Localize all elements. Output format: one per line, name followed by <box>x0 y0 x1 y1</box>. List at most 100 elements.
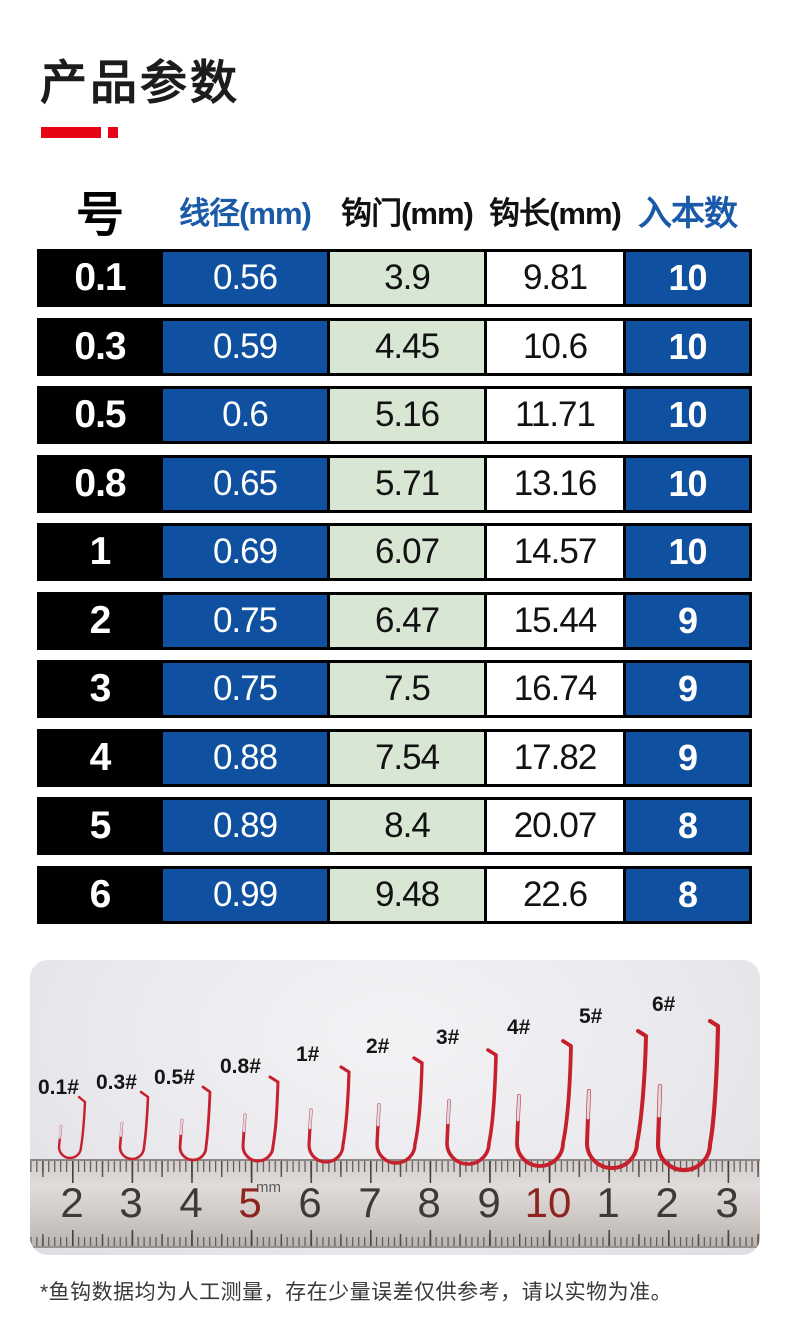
hook-point-tip <box>657 1084 662 1118</box>
cell-size: 5 <box>40 800 160 852</box>
cell-hook-gap: 8.4 <box>330 800 484 852</box>
cell-qty: 10 <box>626 320 749 373</box>
col-header-hook-gap: 钩门(mm) <box>341 195 474 231</box>
cell-size: 1 <box>40 526 160 578</box>
cell-size: 4 <box>40 731 160 784</box>
cell-size: 0.8 <box>40 457 160 510</box>
cell-size: 3 <box>40 663 160 715</box>
hook-body <box>178 1085 212 1162</box>
hook-body <box>515 1039 573 1168</box>
hook-label: 3# <box>436 1026 460 1049</box>
hook-body <box>655 1018 721 1173</box>
ruler-number: 8 <box>417 1179 440 1226</box>
ruler-number-red: 5 <box>238 1179 261 1226</box>
hook-2 <box>375 1056 424 1165</box>
cell-wire-dia: 0.99 <box>163 868 327 921</box>
ruler-number: 3 <box>715 1179 738 1226</box>
hook-point-tip <box>586 1089 591 1120</box>
cell-qty: 8 <box>626 800 749 852</box>
cell-wire-dia: 0.89 <box>163 800 327 852</box>
table-header-row: 号 线径(mm) 钩门(mm) 钩长(mm) 入本数 <box>37 178 752 242</box>
cell-hook-gap: 4.45 <box>330 320 484 373</box>
table-row: 0.1 0.56 3.9 9.81 10 <box>37 249 752 307</box>
page-title: 产品参数 <box>40 56 240 109</box>
cell-wire-dia: 0.88 <box>163 731 327 784</box>
table-row: 4 0.88 7.54 17.82 9 <box>37 728 752 787</box>
cell-wire-dia: 0.75 <box>163 594 327 647</box>
hook-point-tip <box>119 1122 123 1137</box>
hook-point-tip <box>242 1113 247 1133</box>
hook-point-tip <box>516 1094 521 1122</box>
hook-label: 6# <box>652 993 676 1016</box>
cell-qty: 9 <box>626 663 749 715</box>
cell-hook-len: 16.74 <box>487 663 623 715</box>
table-row: 3 0.75 7.5 16.74 9 <box>37 660 752 718</box>
hook-body <box>445 1048 498 1166</box>
col-header-wire-dia: 线径(mm) <box>179 195 312 231</box>
ruler-number-red: 10 <box>525 1179 572 1226</box>
product-photo: mm 2 3 4 5 6 7 8 9 10 1 2 3 <box>30 960 760 1255</box>
cell-hook-len: 13.16 <box>487 457 623 510</box>
hook-point-tip <box>376 1103 381 1127</box>
hook-3 <box>445 1048 498 1166</box>
table-row: 6 0.99 9.48 22.6 8 <box>37 865 752 924</box>
hook-body <box>375 1056 424 1165</box>
table-row: 5 0.89 8.4 20.07 8 <box>37 797 752 855</box>
cell-hook-gap: 6.07 <box>330 526 484 578</box>
col-header-qty: 入本数 <box>638 194 738 233</box>
table-row: 2 0.75 6.47 15.44 9 <box>37 591 752 650</box>
hook-body <box>118 1090 150 1161</box>
hook-point-tip <box>446 1099 451 1125</box>
ruler-bottom-edge <box>30 1246 760 1248</box>
cell-qty: 8 <box>626 868 749 921</box>
cell-qty: 10 <box>626 252 749 304</box>
col-header-hook-len: 钩长(mm) <box>489 195 622 231</box>
hook-1 <box>307 1065 351 1164</box>
cell-hook-len: 17.82 <box>487 731 623 784</box>
cell-hook-len: 11.71 <box>487 389 623 441</box>
cell-qty: 10 <box>626 457 749 510</box>
ruler-top-edge <box>30 1159 760 1161</box>
cell-hook-len: 20.07 <box>487 800 623 852</box>
hook-body <box>241 1075 280 1163</box>
cell-hook-len: 22.6 <box>487 868 623 921</box>
hook-labels: 0.1# 0.3# 0.5# 0.8# 1# 2# 3# 4# 5# 6# <box>38 993 676 1099</box>
cell-qty: 10 <box>626 389 749 441</box>
spec-table: 0.1 0.56 3.9 9.81 10 0.3 0.59 4.45 10.6 … <box>37 249 752 934</box>
table-row: 0.8 0.65 5.71 13.16 10 <box>37 454 752 513</box>
ruler-number: 1 <box>596 1179 619 1226</box>
cell-hook-gap: 7.54 <box>330 731 484 784</box>
ruler-number: 2 <box>60 1179 83 1226</box>
col-header-size: 号 <box>75 189 124 242</box>
table-row: 0.3 0.59 4.45 10.6 10 <box>37 317 752 376</box>
hook-0.8 <box>241 1075 280 1163</box>
hooks-ruler-illustration: mm 2 3 4 5 6 7 8 9 10 1 2 3 <box>30 993 760 1248</box>
hook-point-tip <box>179 1118 184 1136</box>
ruler-number: 2 <box>655 1179 678 1226</box>
cell-size: 0.3 <box>40 320 160 373</box>
cell-wire-dia: 0.59 <box>163 320 327 373</box>
hook-body <box>57 1095 87 1160</box>
hooks <box>57 1018 721 1173</box>
cell-hook-gap: 7.5 <box>330 663 484 715</box>
cell-hook-len: 9.81 <box>487 252 623 304</box>
ruler-number: 3 <box>119 1179 142 1226</box>
ruler-ticks-bottom <box>30 1230 760 1246</box>
accent-bar <box>41 127 101 138</box>
ruler-number: 6 <box>298 1179 321 1226</box>
cell-wire-dia: 0.65 <box>163 457 327 510</box>
hook-label: 1# <box>296 1043 320 1066</box>
title-accent-underline <box>41 127 119 139</box>
cell-hook-gap: 3.9 <box>330 252 484 304</box>
hook-body <box>585 1029 648 1170</box>
cell-hook-len: 10.6 <box>487 320 623 373</box>
hook-6 <box>655 1018 721 1173</box>
cell-wire-dia: 0.69 <box>163 526 327 578</box>
cell-size: 6 <box>40 868 160 921</box>
cell-hook-gap: 5.16 <box>330 389 484 441</box>
hook-label: 2# <box>366 1035 390 1058</box>
cell-hook-gap: 6.47 <box>330 594 484 647</box>
ruler-number: 4 <box>179 1179 202 1226</box>
ruler-unit-label: mm <box>256 1179 281 1196</box>
hook-label: 0.8# <box>220 1055 261 1078</box>
